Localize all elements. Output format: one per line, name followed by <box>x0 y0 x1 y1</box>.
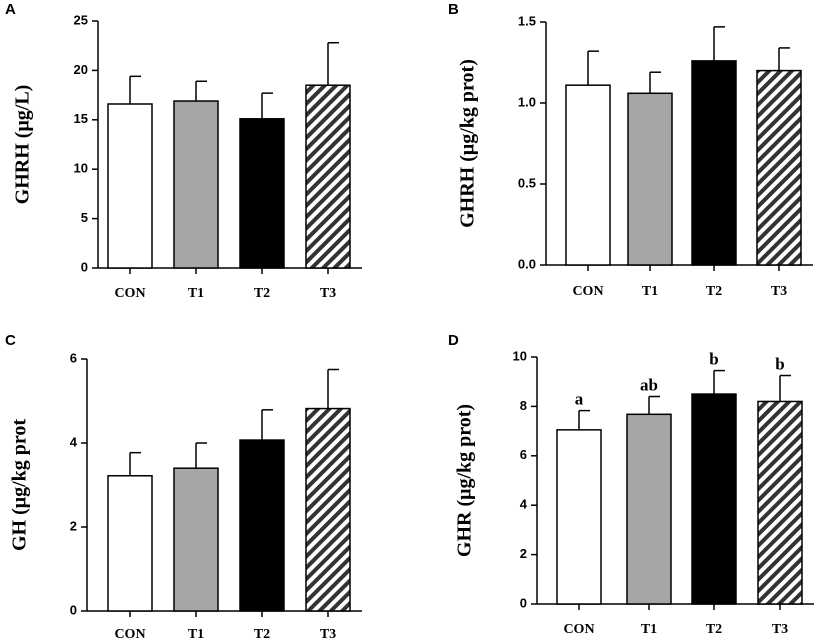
y-tick-label: 1.0 <box>518 94 536 109</box>
y-axis-label: GH (μg/kg prot <box>9 419 31 551</box>
panel-c: C GH (μg/kg prot 0 2 4 6 CON T1 T2 T3 <box>5 332 362 642</box>
x-tick-label: T2 <box>254 286 270 301</box>
bar-t2 <box>239 118 285 269</box>
panel-d: D GHR (μg/kg prot) 0 2 4 6 8 10 CON a T1 ab T2 b T3 b <box>448 332 814 637</box>
y-tick-label: 20 <box>74 62 88 77</box>
bar-t1 <box>173 467 219 612</box>
bar-con <box>556 429 602 605</box>
bar-t2 <box>239 439 285 612</box>
bar-t2 <box>691 393 737 605</box>
x-tick-label: T3 <box>320 627 336 642</box>
panel-letter: C <box>5 332 16 349</box>
y-tick-label: 2 <box>70 518 77 533</box>
bar-t1 <box>626 413 672 605</box>
bar-t2 <box>691 60 737 266</box>
significance-label: a <box>575 390 584 409</box>
y-tick-label: 6 <box>520 447 527 462</box>
x-tick-label: T2 <box>706 622 722 637</box>
x-tick-label: T2 <box>254 627 270 642</box>
x-tick-label: T3 <box>772 622 788 637</box>
significance-label: b <box>709 350 718 369</box>
panel-a: A GHRH (μg/L) 0 5 10 15 20 25 CON T1 T2 T3 <box>5 1 362 301</box>
panel-letter: D <box>448 332 459 349</box>
x-tick-label: T1 <box>188 286 204 301</box>
y-tick-label: 1.5 <box>518 13 536 28</box>
y-tick-label: 10 <box>74 161 88 176</box>
y-tick-label: 10 <box>513 348 527 363</box>
panel-b: B GHRH (μg/kg prot) 0.0 0.5 1.0 1.5 CON T1 T2 T3 <box>448 1 813 299</box>
panel-letter: B <box>448 1 459 18</box>
x-tick-label: CON <box>114 286 145 301</box>
x-tick-label: T1 <box>188 627 204 642</box>
x-tick-label: CON <box>572 284 603 299</box>
x-tick-label: T1 <box>641 622 657 637</box>
y-axis-label: GHR (μg/kg prot) <box>454 404 476 557</box>
y-tick-label: 5 <box>81 210 88 225</box>
y-tick-label: 4 <box>520 497 528 512</box>
x-tick-label: CON <box>114 627 145 642</box>
x-tick-label: T3 <box>771 284 787 299</box>
bar-con <box>565 84 611 266</box>
y-tick-label: 8 <box>520 398 527 413</box>
y-axis-label: GHRH (μg/kg prot) <box>457 59 479 228</box>
bar-t1 <box>627 92 673 266</box>
y-axis-label: GHRH (μg/L) <box>12 85 34 205</box>
bar-con <box>107 475 153 612</box>
y-tick-label: 0 <box>70 602 77 617</box>
significance-label: b <box>775 355 784 374</box>
x-tick-label: CON <box>563 622 594 637</box>
y-tick-label: 0 <box>520 595 527 610</box>
y-tick-label: 25 <box>74 12 88 27</box>
panel-letter: A <box>5 1 16 18</box>
bar-t3 <box>305 84 351 269</box>
bar-t3 <box>757 400 803 605</box>
bar-con <box>107 103 153 269</box>
y-tick-label: 0 <box>81 259 88 274</box>
bar-t3 <box>756 69 802 266</box>
bar-t1 <box>173 100 219 269</box>
x-tick-label: T1 <box>642 284 658 299</box>
x-tick-label: T2 <box>706 284 722 299</box>
significance-label: ab <box>640 376 658 395</box>
y-tick-label: 15 <box>74 111 88 126</box>
y-tick-label: 0.5 <box>518 175 536 190</box>
y-tick-label: 0.0 <box>518 256 536 271</box>
y-tick-label: 4 <box>70 434 78 449</box>
y-tick-label: 2 <box>520 546 527 561</box>
x-tick-label: T3 <box>320 286 336 301</box>
y-tick-label: 6 <box>70 350 77 365</box>
bar-t3 <box>305 407 351 612</box>
